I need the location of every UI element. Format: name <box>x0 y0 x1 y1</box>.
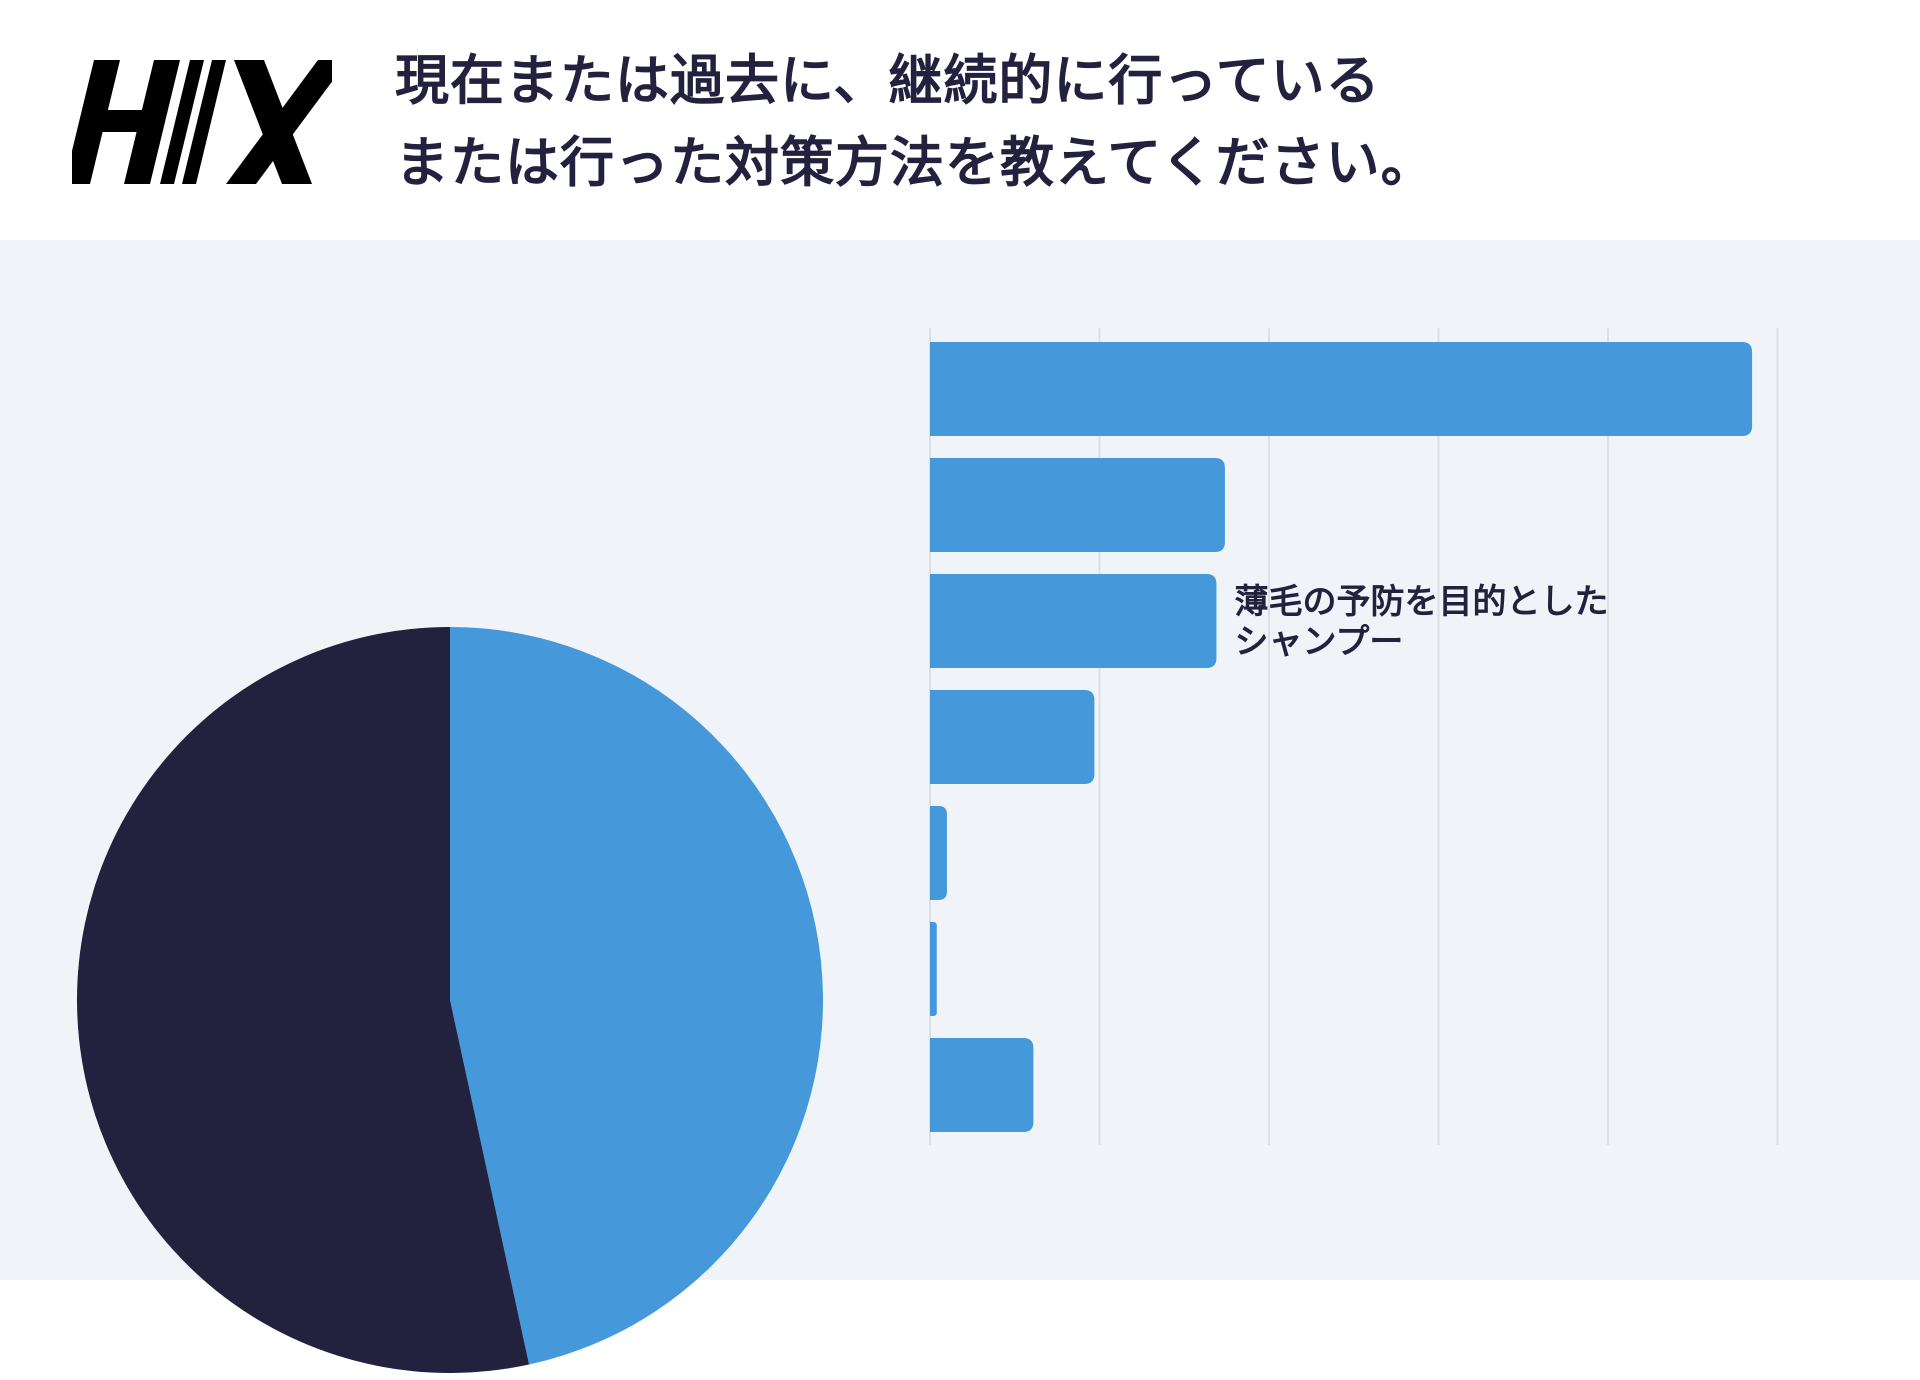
title-line-2: または行った対策方法を教えてください。 <box>395 131 1436 194</box>
bar-0 <box>930 342 1753 436</box>
bar-label-line-2-0: 薄毛の予防を目的とした <box>1234 582 1608 622</box>
pie-slice-0 <box>450 627 823 1365</box>
bar-4 <box>930 806 947 900</box>
chart-title: 現在または過去に、継続的に行っている または行った対策方法を教えてください。 <box>395 40 1436 204</box>
bar-chart: 薄毛の予防を目的としたシャンプー <box>929 328 1779 1145</box>
bar-6 <box>930 1038 1034 1132</box>
bar-5 <box>930 922 937 1016</box>
chart-panel: 薄毛の予防を目的としたシャンプー <box>0 240 1920 1373</box>
bar-3 <box>930 690 1095 784</box>
bar-2 <box>930 574 1217 668</box>
title-line-1: 現在または過去に、継続的に行っている <box>395 49 1381 112</box>
bar-1 <box>930 458 1225 552</box>
pie-slice-1 <box>76 627 530 1373</box>
header: 現在または過去に、継続的に行っている または行った対策方法を教えてください。 <box>0 0 1920 240</box>
bar-label-2: 薄毛の予防を目的としたシャンプー <box>1234 582 1608 662</box>
hix-logo <box>72 60 332 184</box>
pie-chart <box>76 627 823 1373</box>
bar-label-line-2-1: シャンプー <box>1234 622 1403 662</box>
